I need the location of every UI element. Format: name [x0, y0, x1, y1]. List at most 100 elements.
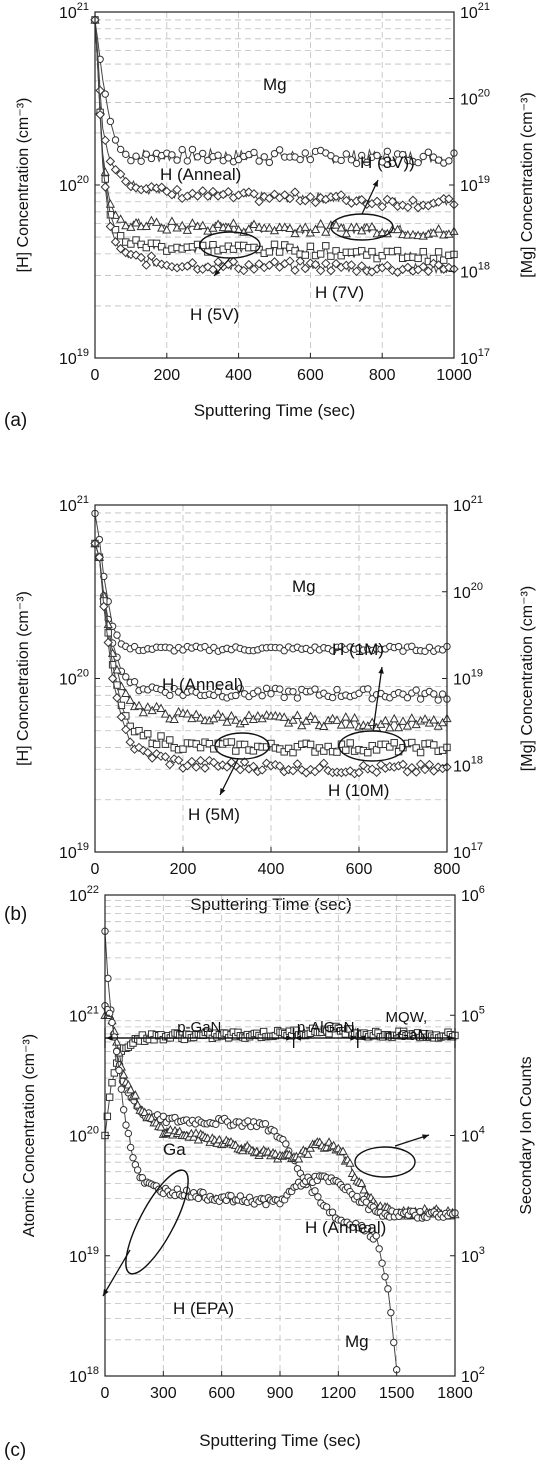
- data-point: [177, 220, 187, 230]
- data-point: [127, 240, 135, 248]
- data-point: [249, 747, 258, 755]
- data-point: [310, 259, 321, 270]
- tick-base: 10: [461, 1129, 479, 1146]
- data-point: [382, 260, 393, 271]
- data-point: [239, 757, 250, 767]
- data-point: [275, 146, 284, 154]
- data-point: [336, 222, 346, 232]
- data-point: [320, 747, 328, 755]
- left-y-tick-label: 1019: [59, 347, 89, 368]
- data-point: [419, 247, 427, 256]
- data-point: [424, 148, 433, 156]
- data-point: [146, 215, 157, 225]
- data-point: [214, 151, 222, 159]
- right-y-tick-label: 103: [461, 1245, 485, 1266]
- tick-exponent: 20: [77, 174, 89, 186]
- data-point: [232, 747, 240, 755]
- data-point: [195, 713, 206, 722]
- data-point: [125, 737, 135, 747]
- x-tick-label: 200: [170, 861, 197, 878]
- x-tick-label: 600: [208, 1385, 235, 1402]
- data-point: [104, 629, 112, 637]
- left-y-tick-label: 1018: [69, 1365, 99, 1386]
- data-point: [200, 763, 210, 773]
- data-point: [192, 191, 203, 201]
- data-point: [108, 661, 117, 669]
- data-point: [388, 159, 397, 168]
- data-point: [129, 1154, 137, 1162]
- data-point: [195, 755, 206, 766]
- data-point: [300, 222, 310, 231]
- right-y-tick-label: 1019: [453, 668, 483, 689]
- data-point: [372, 746, 381, 754]
- data-point: [414, 159, 422, 167]
- data-point: [199, 149, 207, 158]
- data-point: [141, 221, 151, 231]
- left-y-tick-label: 1022: [69, 884, 99, 905]
- data-point: [142, 150, 150, 158]
- data-point: [168, 151, 176, 159]
- data-point: [345, 719, 355, 729]
- data-point: [157, 223, 167, 232]
- left-y-tick-label: 1021: [59, 1, 89, 22]
- data-point: [290, 265, 300, 275]
- data-point: [224, 154, 233, 162]
- data-point: [368, 741, 376, 750]
- data-point: [105, 156, 116, 167]
- data-point: [280, 222, 290, 231]
- x-tick-label: 400: [225, 367, 252, 384]
- x-tick-label: 0: [91, 367, 100, 384]
- data-point: [387, 1308, 395, 1317]
- series-mg: [91, 16, 458, 168]
- data-point: [101, 90, 109, 98]
- right-y-tick-label: 105: [461, 1004, 485, 1025]
- data-point: [371, 767, 382, 778]
- data-point: [292, 759, 303, 769]
- data-point: [205, 739, 214, 748]
- x-tick-label: 300: [150, 1385, 177, 1402]
- data-point: [182, 708, 193, 718]
- label-h-1m: H (1M): [332, 640, 384, 659]
- right-y-tick-label: 1018: [460, 261, 490, 282]
- right-y-tick-label: 1021: [453, 494, 483, 515]
- data-point: [280, 693, 288, 702]
- data-point: [172, 184, 182, 195]
- data-point: [332, 715, 342, 724]
- data-point: [152, 740, 161, 749]
- arrow-head: [214, 269, 221, 276]
- left-y-axis-label: [H] Concentration (cm⁻³): [15, 98, 32, 273]
- data-point: [116, 145, 125, 154]
- data-point: [249, 264, 259, 274]
- data-point: [151, 701, 162, 711]
- arrow-head: [350, 1035, 357, 1041]
- x-tick-label: 400: [258, 861, 285, 878]
- data-point: [117, 701, 126, 710]
- data-point: [290, 187, 300, 197]
- data-point: [209, 713, 219, 723]
- data-point: [357, 151, 366, 160]
- data-point: [364, 685, 372, 693]
- data-point: [127, 157, 135, 165]
- left-y-tick-label: 1021: [69, 1004, 99, 1025]
- tick-exponent: 4: [479, 1125, 485, 1137]
- data-point: [260, 153, 268, 161]
- data-point: [351, 222, 362, 231]
- data-point: [392, 224, 403, 234]
- data-point: [121, 176, 131, 187]
- data-point: [288, 715, 298, 724]
- tick-exponent: 21: [471, 494, 483, 506]
- x-tick-label: 1500: [379, 1385, 415, 1402]
- data-point: [99, 601, 109, 612]
- data-point: [321, 227, 331, 236]
- data-point: [430, 690, 438, 698]
- data-point: [378, 1259, 386, 1267]
- data-point: [398, 229, 408, 239]
- data-point: [289, 748, 297, 757]
- data-point: [191, 709, 201, 719]
- data-point: [285, 256, 295, 266]
- tick-exponent: 2: [479, 1365, 485, 1377]
- data-point: [262, 684, 271, 693]
- label-mg: Mg: [263, 75, 287, 94]
- label-h-5v: H (5V): [190, 305, 239, 324]
- data-point: [411, 767, 421, 777]
